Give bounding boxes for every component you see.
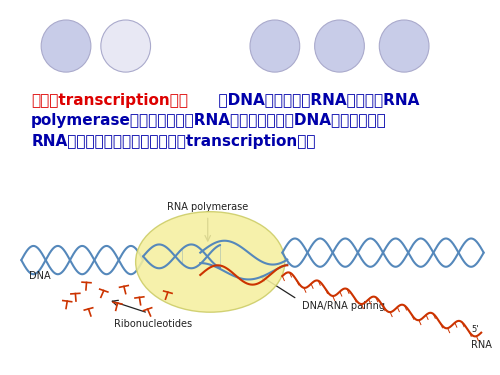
Ellipse shape [314, 20, 364, 72]
Ellipse shape [250, 20, 300, 72]
Text: polymerase）的作用下合成RNA，将遗传信息们DNA分子上转移到: polymerase）的作用下合成RNA，将遗传信息们DNA分子上转移到 [31, 113, 387, 128]
Text: Ribonucleotides: Ribonucleotides [114, 318, 192, 328]
Text: 5': 5' [472, 325, 479, 334]
Ellipse shape [136, 212, 285, 312]
Text: RNA分子上，这一过程称为转录（transcription）。: RNA分子上，这一过程称为转录（transcription）。 [31, 134, 316, 148]
Text: 以DNA为模板，在RNA聚合酯（RNA: 以DNA为模板，在RNA聚合酯（RNA [208, 93, 419, 108]
Ellipse shape [101, 20, 150, 72]
Text: RNA: RNA [472, 340, 492, 350]
Text: DNA: DNA [28, 271, 50, 281]
Ellipse shape [41, 20, 91, 72]
Text: 转录（transcription）：: 转录（transcription）： [31, 93, 188, 108]
Ellipse shape [380, 20, 429, 72]
Text: DNA/RNA pairing: DNA/RNA pairing [302, 301, 385, 310]
Text: RNA polymerase: RNA polymerase [167, 202, 248, 212]
